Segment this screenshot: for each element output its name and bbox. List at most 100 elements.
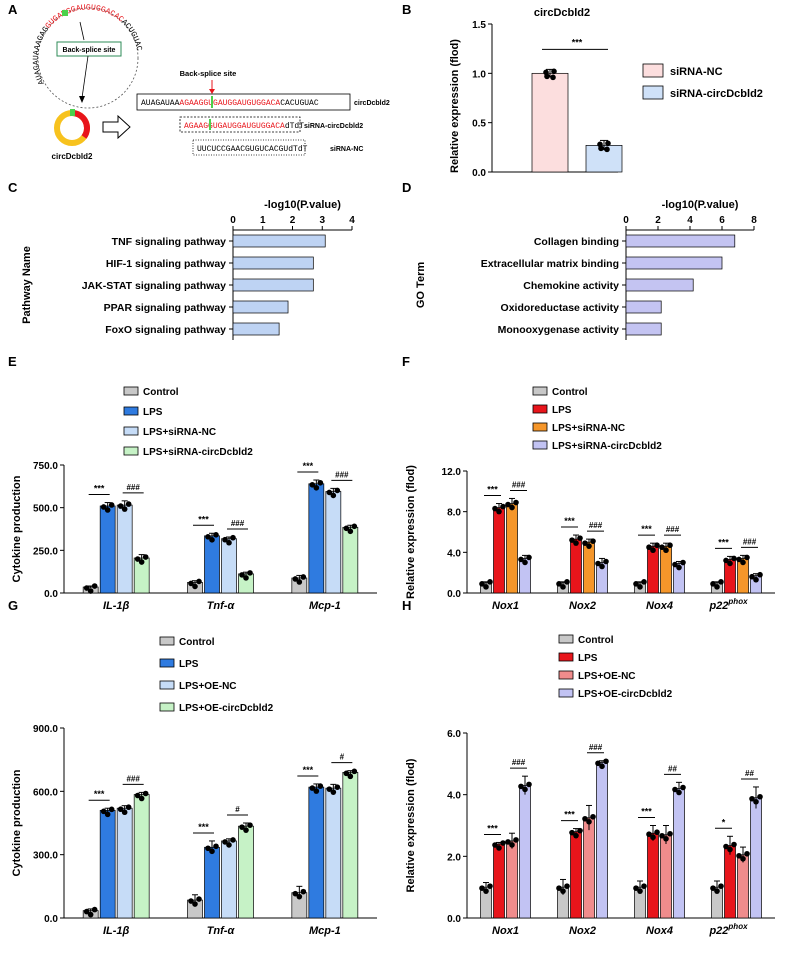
bar-1-1-dot-1: [577, 827, 583, 834]
panel-letter-a: A: [8, 2, 18, 17]
category-label-4: Monooxygenase activity: [498, 324, 620, 336]
chart-title: circDcbld2: [534, 7, 590, 19]
bar-2-1-dot-1: [317, 783, 324, 789]
y-tick-label-3: 6.0: [447, 729, 461, 740]
bar-2-0-dot-1: [641, 883, 647, 889]
bar-1-2-dot-1: [230, 837, 236, 843]
y-axis-label: Pathway Name: [21, 246, 33, 324]
bar-1-1: [204, 535, 220, 594]
backsplice-box-label: Back-splice site: [63, 47, 116, 54]
bar-2-1: [308, 786, 325, 919]
bar-1-1-dot-2: [573, 540, 579, 546]
bar-0-1-dot-0: [492, 505, 498, 512]
bar-3-2-dot-0: [736, 852, 742, 859]
category-label-0: TNF signaling pathway: [112, 236, 227, 248]
bar-0-2-dot-1: [125, 804, 132, 811]
bar-3-3-dot-1: [757, 571, 763, 578]
bar-2-0-dot-0: [633, 581, 639, 587]
bar-0-1: [493, 843, 505, 919]
y-tick-label-0: 0.0: [447, 589, 461, 600]
bar-0-0-dot-2: [87, 911, 94, 918]
bar-3-2-dot-2: [740, 559, 746, 566]
sig-label-2-b: #: [340, 753, 345, 762]
x-tick-label-3: p22phox: [708, 922, 748, 937]
bar-1-0-dot-2: [192, 583, 198, 590]
bar-2-1-dot-2: [650, 834, 656, 841]
y-axis-label: GO Term: [415, 262, 427, 308]
bar-2: [625, 278, 694, 292]
chart-title: -log10(P.value): [662, 199, 739, 211]
sig-label: ***: [572, 37, 583, 47]
panel-letter-h: H: [402, 598, 411, 613]
bar-2-3-dot-0: [672, 561, 678, 568]
bar-2-2-dot-0: [326, 489, 333, 496]
bar-2-2-dot-0: [659, 544, 665, 551]
y-tick-label-2: 1.0: [472, 69, 486, 80]
x-tick-label-0: Nox1: [492, 925, 519, 937]
y-tick-label-2: 8.0: [447, 508, 461, 519]
bar-0-1: [493, 507, 505, 594]
bar-1-0-dot-2: [560, 888, 566, 894]
y-tick-label-1: 300.0: [33, 851, 58, 862]
bar-3-1: [724, 845, 736, 919]
bar-3-2-dot-0: [736, 556, 742, 563]
bar-1-1-dot-0: [569, 829, 575, 836]
bar-2-0-dot-1: [300, 888, 307, 895]
bar-0-2-dot-2: [509, 504, 515, 511]
bar-2-3-dot-1: [680, 559, 686, 566]
bar-2-1-dot-0: [646, 831, 652, 838]
x-tick-label-2: 4: [687, 215, 693, 226]
x-tick-label-2: Nox4: [646, 925, 673, 937]
sig-label-0-a: ***: [94, 484, 105, 494]
seq-row-nc-box: [192, 139, 306, 156]
bar-0-1: [99, 505, 116, 594]
bar-3-2-dot-1: [744, 554, 750, 561]
bar-0-3-dot-2: [138, 795, 145, 802]
bar-0-3-dot-1: [526, 554, 532, 561]
bar-1-2: [583, 817, 595, 919]
bar-1-3: [596, 761, 608, 919]
x-tick-label-0: 0: [230, 215, 236, 226]
bar-3-0-dot-2: [714, 888, 720, 894]
bar-2-3-dot-0: [343, 770, 350, 777]
bar-0-2-dot-1: [513, 837, 519, 843]
backsplice-arrow-label: Back-splice site: [180, 69, 237, 78]
backsplice-box: [56, 41, 122, 57]
sig-label-2-a: ***: [303, 461, 314, 471]
bar-0-0-dot-0: [479, 581, 485, 587]
legend-swatch-3: [159, 702, 175, 712]
bar-1-3-dot-1: [603, 758, 609, 765]
legend-swatch-0: [642, 63, 664, 78]
bar-0-1-dot-2: [104, 811, 111, 818]
bar-2-0-dot-1: [300, 574, 307, 580]
bar-3: [625, 300, 662, 314]
bar-4: [625, 322, 662, 336]
seq-row-circ-label: circDcbld2: [354, 100, 390, 107]
bar-0-3: [133, 794, 150, 919]
legend-swatch-2: [532, 422, 548, 432]
sig-label-1-b: ###: [589, 521, 603, 530]
bar-2-3: [342, 526, 359, 594]
seq-row-si: AGAAGGUGAUGGAUGUGGACAdTdT: [184, 122, 304, 131]
bar-3-2-dot-2: [740, 855, 746, 862]
legend-swatch-1: [123, 406, 139, 416]
sig-label-2-a: ***: [641, 524, 652, 534]
ring-seq-black: AUAGAUAAAGAG: [32, 25, 51, 86]
y-axis-label: Cytokine production: [11, 475, 23, 582]
sig-label-1-a: ***: [198, 514, 209, 524]
bar-0-2-dot-2: [121, 506, 128, 512]
bar-0-3-dot-1: [526, 781, 532, 788]
x-tick-label-0: Nox1: [492, 600, 519, 612]
bar-2-3-dot-2: [676, 789, 682, 796]
y-axis-label: Relative expression (flod): [449, 39, 461, 173]
sig-label-2-b: ##: [668, 764, 677, 773]
sig-label-1-a: ***: [564, 810, 575, 820]
bar-1-1-dot-0: [205, 845, 211, 852]
bar-1-1-dot-0: [205, 534, 211, 540]
x-tick-label-0: IL-1β: [103, 925, 130, 937]
bar-1-0-dot-0: [188, 898, 194, 904]
bar-1-3-dot-2: [243, 575, 249, 581]
bar-0-0-dot-0: [83, 585, 90, 591]
bar-1-2-dot-2: [586, 543, 592, 549]
bar-0: [232, 234, 326, 248]
